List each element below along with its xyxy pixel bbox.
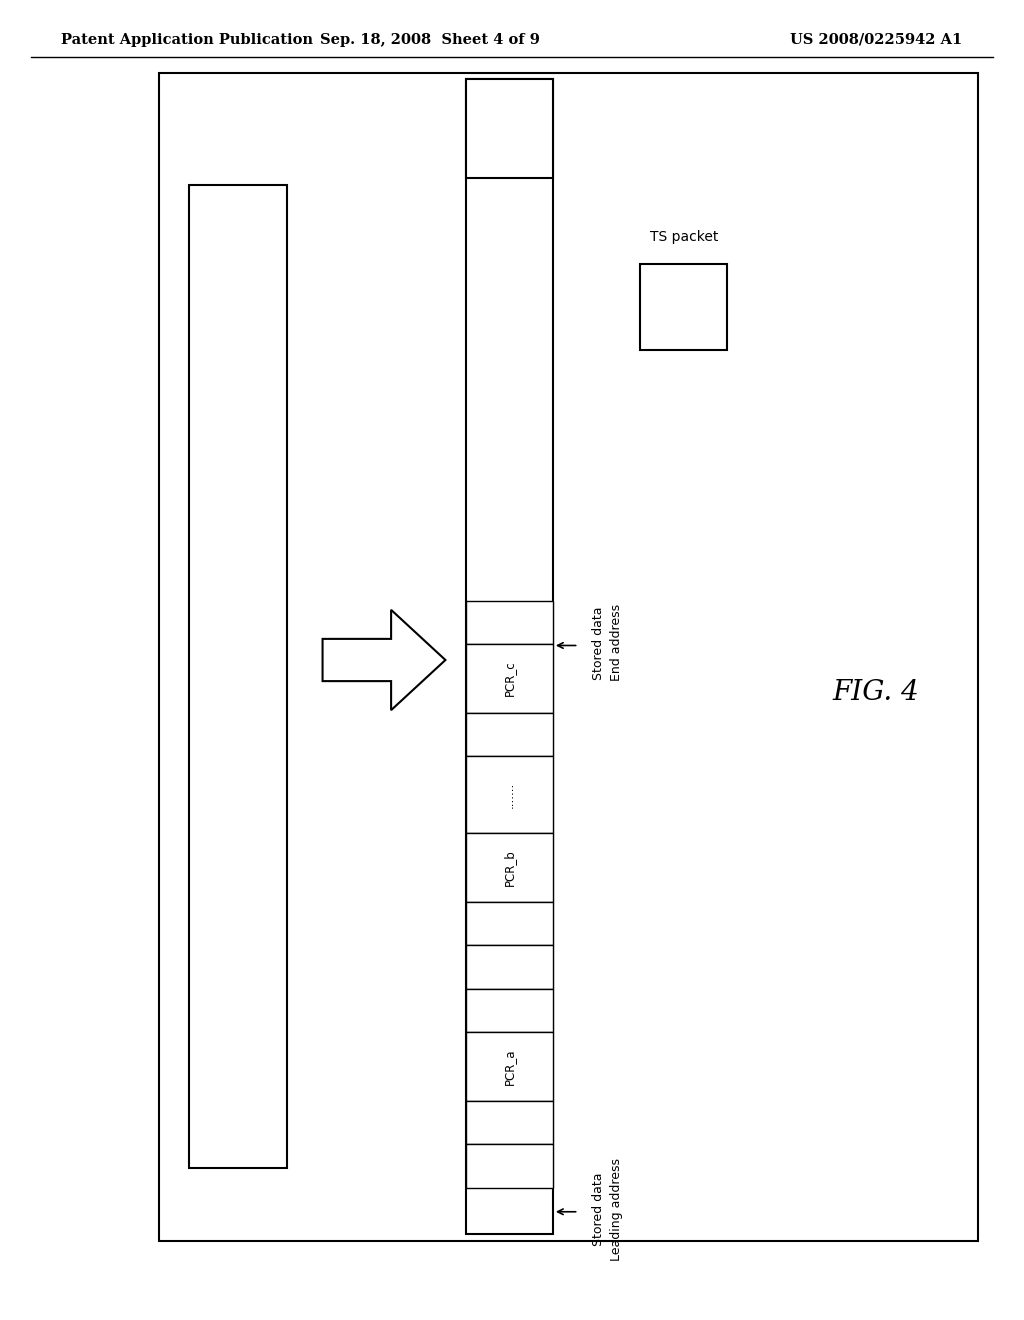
Text: .......: .......: [503, 781, 516, 808]
Bar: [466, 1101, 553, 1144]
Bar: [466, 989, 553, 1032]
Text: TS packet: TS packet: [650, 230, 718, 244]
Text: Stored data: Stored data: [592, 1172, 605, 1246]
Bar: [466, 833, 553, 902]
Bar: [159, 73, 978, 1241]
Text: US 2008/0225942 A1: US 2008/0225942 A1: [791, 33, 963, 46]
Text: Patent Application Publication: Patent Application Publication: [61, 33, 313, 46]
Polygon shape: [323, 610, 445, 710]
Bar: [466, 79, 553, 178]
Text: FIG. 4: FIG. 4: [833, 680, 919, 706]
Bar: [466, 713, 553, 756]
Text: PCR_c: PCR_c: [503, 661, 516, 696]
Text: Stored data: Stored data: [592, 606, 605, 680]
Bar: [466, 902, 553, 945]
Bar: [466, 1032, 553, 1101]
Text: Leading address: Leading address: [610, 1158, 624, 1261]
Text: Sep. 18, 2008  Sheet 4 of 9: Sep. 18, 2008 Sheet 4 of 9: [321, 33, 540, 46]
Bar: [466, 601, 553, 644]
Bar: [466, 756, 553, 833]
Bar: [640, 264, 727, 350]
Text: PCR_b: PCR_b: [503, 849, 516, 886]
Bar: [466, 79, 553, 1234]
Bar: [189, 185, 287, 1168]
Text: End address: End address: [610, 605, 624, 681]
Bar: [466, 945, 553, 989]
Text: PCR_a: PCR_a: [503, 1048, 516, 1085]
Bar: [466, 644, 553, 713]
Bar: [466, 1144, 553, 1188]
